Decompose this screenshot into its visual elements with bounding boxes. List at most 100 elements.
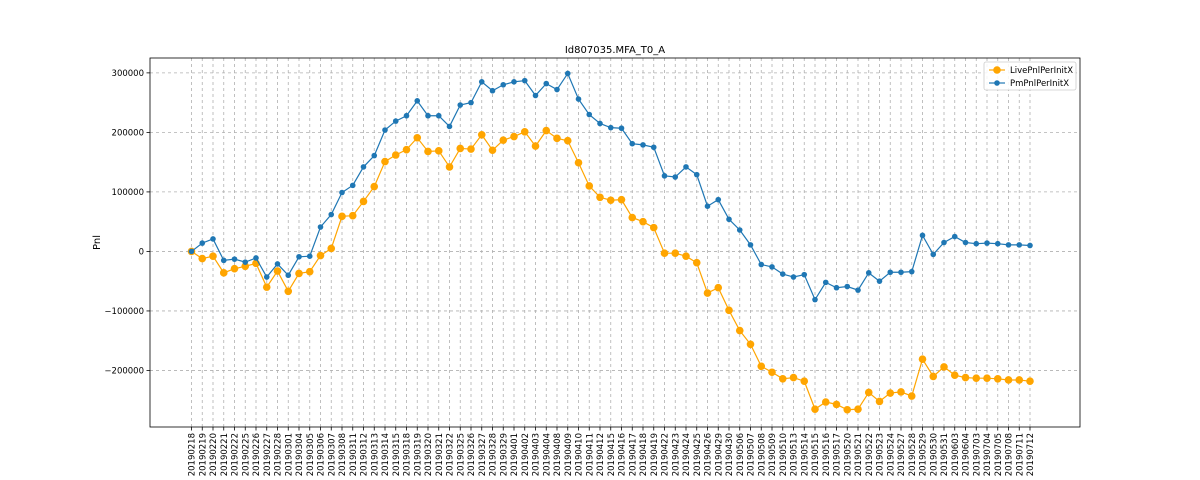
data-point (467, 145, 475, 153)
data-point (972, 374, 981, 382)
data-point (457, 102, 464, 108)
data-point (800, 377, 809, 385)
data-point (392, 118, 399, 124)
x-tick-label: 20190424 (682, 433, 692, 476)
data-point (381, 157, 389, 166)
data-point (285, 272, 292, 279)
x-tick-label: 20190325 (456, 433, 466, 476)
data-point (456, 144, 465, 153)
x-tick-label: 20190708 (1005, 433, 1015, 476)
x-tick-label: 20190312 (360, 433, 370, 476)
x-tick-label: 20190401 (510, 433, 520, 476)
legend-item: LivePnlPerInitX (989, 66, 1073, 76)
data-point (209, 252, 217, 260)
x-tick-label: 20190711 (1015, 433, 1025, 476)
data-point (273, 267, 282, 275)
data-point (253, 255, 259, 261)
x-tick-label: 20190419 (650, 433, 660, 476)
x-tick-label: 20190220 (209, 433, 219, 476)
data-point (262, 283, 271, 291)
data-point (500, 81, 507, 88)
x-tick-label: 20190528 (908, 433, 918, 476)
data-point (682, 252, 690, 260)
data-point (994, 240, 1001, 247)
x-tick-label: 20190411 (585, 433, 595, 476)
data-point (961, 373, 970, 382)
data-point (822, 279, 829, 286)
data-point (339, 189, 345, 196)
x-tick-label: 20190506 (736, 433, 746, 476)
x-tick-label: 20190306 (317, 433, 327, 476)
data-point (338, 212, 346, 221)
data-point (907, 392, 916, 400)
x-tick-label: 20190226 (252, 433, 262, 476)
x-tick-label: 20190328 (489, 433, 499, 476)
x-tick-label: 20190327 (478, 433, 488, 476)
data-point (564, 70, 571, 77)
data-point (499, 136, 508, 144)
x-tick-label: 20190318 (403, 433, 413, 476)
series-1 (188, 70, 1033, 303)
data-point (488, 146, 497, 155)
data-point (929, 372, 938, 381)
data-point (359, 197, 368, 206)
x-tick-label: 20190510 (779, 433, 789, 476)
x-tick-label: 20190218 (188, 433, 198, 476)
data-point (617, 195, 626, 204)
data-point (639, 217, 647, 226)
x-tick-label: 20190524 (886, 433, 896, 476)
data-point (198, 254, 207, 263)
x-tick-label: 20190228 (274, 433, 284, 476)
data-point (726, 216, 732, 223)
data-point (940, 363, 948, 371)
data-point (370, 182, 379, 191)
data-point (403, 112, 410, 119)
data-point (629, 140, 636, 147)
data-point (391, 151, 400, 159)
x-axis-ticks: 20190218 20190219 20190220 20190221 20190222… (188, 427, 1036, 476)
data-point (511, 79, 517, 85)
data-point (898, 269, 904, 276)
data-point (886, 389, 895, 397)
x-tick-label: 20190326 (467, 433, 477, 476)
data-point (606, 196, 615, 205)
x-tick-label: 20190423 (671, 433, 681, 476)
x-tick-label: 20190227 (263, 433, 273, 476)
data-point (746, 340, 755, 349)
y-tick-label: −200000 (104, 366, 144, 376)
x-tick-label: 20190301 (284, 433, 294, 476)
data-point (725, 306, 733, 315)
x-tick-label: 20190507 (747, 433, 757, 476)
x-tick-label: 20190705 (994, 433, 1004, 476)
x-tick-label: 20190410 (575, 433, 585, 476)
y-tick-label: 300000 (112, 69, 144, 79)
x-tick-label: 20190703 (972, 433, 982, 476)
x-tick-label: 20190418 (639, 433, 649, 476)
data-point (306, 253, 313, 259)
data-point (747, 242, 754, 248)
data-point (661, 173, 668, 179)
data-point (811, 405, 819, 413)
data-point (360, 164, 367, 170)
data-point (833, 284, 840, 291)
data-point (757, 362, 766, 371)
data-point (951, 233, 958, 240)
x-tick-label: 20190417 (628, 433, 638, 476)
data-point (758, 261, 765, 268)
data-point (532, 92, 539, 99)
data-point (371, 152, 378, 159)
data-point (628, 213, 637, 222)
x-tick-label: 20190530 (929, 433, 939, 476)
data-point (510, 132, 518, 141)
data-point (425, 112, 431, 119)
data-point (1016, 242, 1023, 248)
x-tick-label: 20190305 (306, 433, 316, 476)
data-point (468, 99, 474, 106)
data-point (941, 239, 947, 246)
data-point (263, 274, 270, 280)
data-point (521, 77, 528, 84)
x-tick-label: 20190329 (499, 433, 509, 476)
x-tick-label: 20190604 (962, 433, 972, 476)
x-tick-label: 20190321 (435, 433, 445, 476)
grid-lines (150, 58, 1080, 427)
